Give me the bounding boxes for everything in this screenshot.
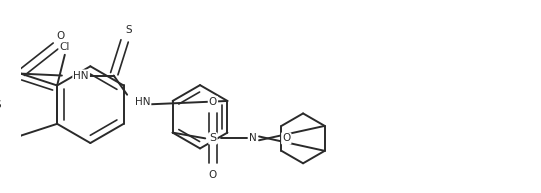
- Text: S: S: [0, 100, 2, 110]
- Text: O: O: [282, 133, 291, 143]
- Text: O: O: [57, 31, 65, 41]
- Text: Cl: Cl: [60, 42, 70, 52]
- Text: HN: HN: [74, 70, 89, 80]
- Text: O: O: [209, 170, 217, 180]
- Text: S: S: [209, 133, 216, 143]
- Text: O: O: [209, 97, 217, 107]
- Text: N: N: [249, 133, 257, 143]
- Text: HN: HN: [135, 97, 150, 107]
- Text: S: S: [126, 25, 133, 36]
